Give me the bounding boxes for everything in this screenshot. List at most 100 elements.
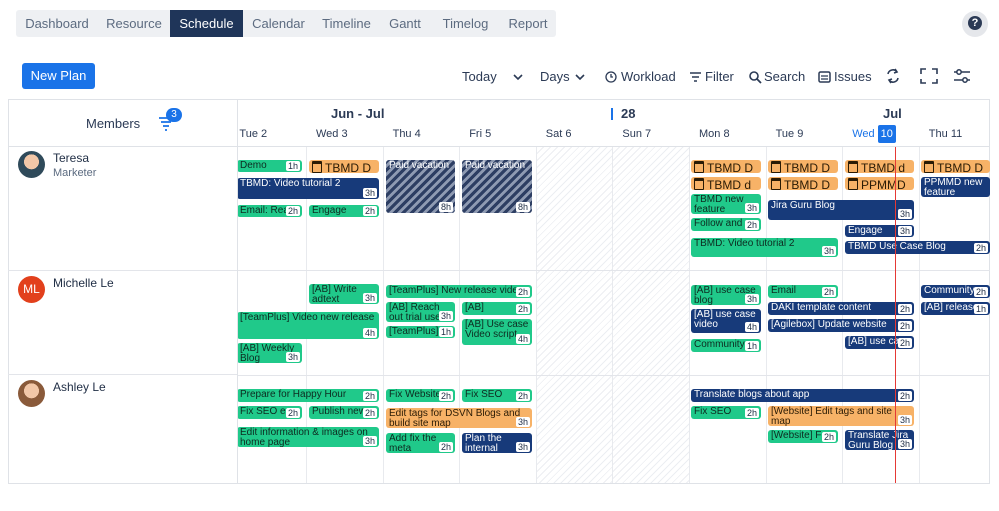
tab[interactable]: Dashboard xyxy=(25,16,89,31)
task[interactable]: [AB] release 1h xyxy=(921,302,990,315)
task[interactable]: Fix SEO err 2h xyxy=(238,406,302,419)
task-title: [AB] use case video xyxy=(694,309,756,330)
task-title: [AB] Write adtext xyxy=(312,284,357,305)
date: 3 xyxy=(341,128,348,140)
task[interactable]: [AB] use case blog 3h xyxy=(691,285,761,305)
toolbar-item[interactable]: Search xyxy=(764,69,806,84)
tab[interactable]: Schedule xyxy=(170,10,243,37)
task[interactable]: [AB] use case video 4h xyxy=(691,309,761,333)
column-line xyxy=(535,147,537,483)
task[interactable]: Edit information & images on home page 3h xyxy=(238,427,379,447)
task[interactable]: Translate blogs about app 2h xyxy=(691,389,914,402)
task-hours: 2h xyxy=(744,408,759,418)
task[interactable]: [TeamPlus] Video new release 4h xyxy=(238,312,379,339)
task[interactable]: TBMD D xyxy=(768,177,838,190)
task[interactable]: [TeamPlus] New release video 2h xyxy=(386,285,532,298)
task-hours: 1h xyxy=(285,161,300,171)
task[interactable]: TBMD d xyxy=(691,177,761,190)
date: 10 xyxy=(877,125,896,143)
task[interactable]: Email: Reac 2h xyxy=(238,205,302,217)
avatar xyxy=(18,151,45,178)
calendar-icon xyxy=(848,178,858,190)
task[interactable]: TBMD D xyxy=(921,160,990,173)
weekday: Wed xyxy=(852,128,875,140)
toolbar-item[interactable]: Workload xyxy=(621,69,676,84)
task-title: Community xyxy=(694,339,745,350)
task-hours: 2h xyxy=(821,432,836,442)
task-title: [Agilebox] Update website xyxy=(771,319,887,330)
task[interactable]: Paid vacation 8h xyxy=(386,160,455,213)
task-title: [AB] use ca xyxy=(848,336,900,347)
task[interactable]: Engage 3h xyxy=(845,225,914,237)
tab[interactable]: Timeline xyxy=(322,16,371,31)
task[interactable]: Publish new 2h xyxy=(309,406,379,419)
task[interactable]: Email 2h xyxy=(768,285,838,298)
task[interactable]: Translate Jira Guru Blog 3h xyxy=(845,430,914,450)
task[interactable]: [Website] F 2h xyxy=(768,430,838,443)
task[interactable]: [AB] Reach out trial users 3h xyxy=(386,302,455,322)
month-label: Jun - Jul xyxy=(331,106,385,121)
task[interactable]: Community 1h xyxy=(691,339,761,352)
task[interactable]: Demo 1h xyxy=(238,160,302,172)
toolbar-item[interactable]: Today xyxy=(462,69,497,84)
task[interactable]: TBMD D xyxy=(768,160,838,173)
task[interactable]: [Website] Edit tags and site map 3h xyxy=(768,406,914,426)
new-plan-button[interactable]: New Plan xyxy=(22,63,95,89)
task[interactable]: TBMD d xyxy=(845,160,914,173)
task[interactable]: PPMMD new feature xyxy=(921,177,990,197)
task[interactable]: Community 2h xyxy=(921,285,990,298)
task-title: TBMD d xyxy=(707,178,752,190)
task[interactable]: Paid vacation 8h xyxy=(462,160,532,213)
task[interactable]: Engage 2h xyxy=(309,205,379,217)
task-title: Prepare for Happy Hour xyxy=(240,389,347,400)
task[interactable]: Fix Website 2h xyxy=(386,389,455,402)
task[interactable]: TBMD Use Case Blog 2h xyxy=(845,241,990,254)
date: 2 xyxy=(261,128,268,140)
tab[interactable]: Gantt xyxy=(389,16,421,31)
task[interactable]: [AB] Write adtext 3h xyxy=(309,284,379,304)
task[interactable]: DAKI template content 2h xyxy=(768,302,914,315)
task[interactable]: Follow and 2h xyxy=(691,218,761,231)
tab[interactable]: Resource xyxy=(106,16,162,31)
task[interactable]: Fix SEO 2h xyxy=(691,406,761,419)
toolbar-icon xyxy=(749,71,762,84)
toolbar-item[interactable]: Issues xyxy=(834,69,872,84)
task-hours: 4h xyxy=(744,322,759,332)
task[interactable]: [TeamPlus] 1h xyxy=(386,326,455,338)
task[interactable]: Edit tags for DSVN Blogs and build site … xyxy=(386,408,532,428)
task[interactable]: Fix SEO 2h xyxy=(462,389,532,402)
weekday: Sat xyxy=(545,128,563,140)
task-hours: 3h xyxy=(897,209,912,219)
task[interactable]: [AB] Weekly Blog 3h xyxy=(238,343,302,363)
task[interactable]: [AB] Use case Video script 4h xyxy=(462,319,532,345)
row-line xyxy=(8,374,237,375)
task[interactable]: [AB] use ca 2h xyxy=(845,336,914,349)
task[interactable]: TBMD: Video tutorial 2 3h xyxy=(238,178,379,199)
task[interactable]: Add fix the meta 2h xyxy=(386,433,455,453)
calendar-icon xyxy=(694,178,704,190)
task-title: [TeamPlus] Video new release xyxy=(240,312,375,323)
toolbar-item[interactable]: Filter xyxy=(705,69,734,84)
task[interactable]: TBMD D xyxy=(691,160,761,173)
date: 6 xyxy=(565,128,572,140)
task[interactable]: Prepare for Happy Hour 2h xyxy=(238,389,379,402)
tab[interactable]: Timelog xyxy=(442,16,489,31)
task[interactable]: Plan the internal 3h xyxy=(462,433,532,453)
task[interactable]: TBMD D xyxy=(309,160,379,173)
task[interactable]: TBMD new feature 3h xyxy=(691,194,761,214)
help-button[interactable]: ? xyxy=(962,11,988,37)
toolbar-item[interactable]: Days xyxy=(540,69,570,84)
date: 4 xyxy=(414,128,421,140)
column-line xyxy=(382,147,384,483)
task[interactable]: TBMD: Video tutorial 2 3h xyxy=(691,238,838,257)
task-title: Translate blogs about app xyxy=(694,389,810,400)
timeline: Tue 2 Wed 3 Thu 4 Fri 5 Sat 6 Sun 7 Mon 8 Tue 9… xyxy=(238,100,990,483)
task-hours: 2h xyxy=(515,287,530,297)
task[interactable]: Jira Guru Blog 3h xyxy=(768,200,914,220)
tab[interactable]: Calendar xyxy=(252,16,305,31)
task[interactable]: [AB] 2h xyxy=(462,302,532,315)
tab[interactable]: Report xyxy=(508,16,548,31)
day-header: Thu 4 xyxy=(393,128,421,140)
task[interactable]: PPMMD xyxy=(845,177,914,190)
task[interactable]: [Agilebox] Update website 2h xyxy=(768,319,914,332)
